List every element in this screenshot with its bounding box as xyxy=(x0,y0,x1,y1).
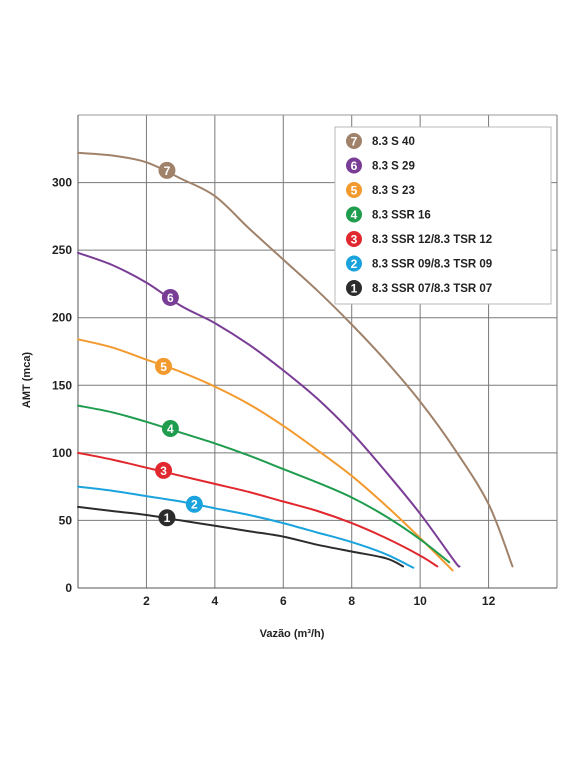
x-tick-label: 6 xyxy=(280,594,287,608)
marker-circle xyxy=(158,509,176,527)
legend-swatch-number: 1 xyxy=(351,282,358,296)
series-marker-3: 3 xyxy=(155,461,173,479)
x-tick-label: 12 xyxy=(482,594,496,608)
marker-circle xyxy=(155,461,173,479)
series-line-7 xyxy=(77,151,514,568)
legend-swatch-number: 2 xyxy=(351,257,358,271)
legend: 7 8.3 S 40 6 8.3 S 29 5 8.3 S 23 4 8.3 SSR 16 3 8… xyxy=(334,126,552,305)
marker-circle xyxy=(161,420,179,438)
series-line-2 xyxy=(77,485,415,569)
y-tick-label: 50 xyxy=(59,513,73,527)
legend-swatch-number: 7 xyxy=(351,135,358,149)
series-marker-1: 1 xyxy=(158,509,176,527)
legend-label: 8.3 S 29 xyxy=(372,161,415,173)
marker-label: 2 xyxy=(191,498,198,512)
marker-label: 3 xyxy=(160,464,167,478)
legend-swatch-number: 5 xyxy=(351,184,358,198)
series-marker-4: 4 xyxy=(161,420,179,438)
y-tick-label: 200 xyxy=(52,311,72,325)
x-tick-label: 2 xyxy=(143,594,150,608)
legend-swatch xyxy=(346,206,362,223)
marker-label: 7 xyxy=(164,164,171,178)
legend-swatch xyxy=(346,157,362,174)
marker-circle xyxy=(155,357,173,375)
series-marker-6: 6 xyxy=(161,288,179,306)
legend-entry-4: 4 8.3 SSR 16 xyxy=(346,206,431,223)
legend-swatch xyxy=(346,133,362,149)
legend-label: 8.3 S 23 xyxy=(372,185,415,197)
legend-swatch xyxy=(346,280,362,296)
legend-swatch-number: 3 xyxy=(351,233,358,247)
y-tick-label: 250 xyxy=(52,243,72,257)
x-tick-label: 4 xyxy=(212,594,219,608)
series-marker-2: 2 xyxy=(185,495,203,513)
y-axis-label: AMT (mca) xyxy=(21,352,33,409)
series-line-3 xyxy=(77,451,439,568)
legend-entry-3: 3 8.3 SSR 12/8.3 TSR 12 xyxy=(346,231,492,247)
marker-label: 5 xyxy=(160,360,167,374)
x-tick-label: 8 xyxy=(348,594,355,608)
y-tick-label: 0 xyxy=(65,581,72,595)
marker-label: 6 xyxy=(167,291,174,305)
series-line-5 xyxy=(77,338,454,572)
legend-swatch xyxy=(346,255,362,272)
legend-entry-7: 7 8.3 S 40 xyxy=(346,133,415,149)
legend-box xyxy=(334,126,552,305)
y-tick-label: 300 xyxy=(52,176,72,190)
marker-circle xyxy=(158,161,176,179)
series-marker-5: 5 xyxy=(155,357,173,375)
y-tick-label: 100 xyxy=(52,446,72,460)
legend-label: 8.3 S 40 xyxy=(372,136,415,148)
legend-swatch-number: 4 xyxy=(351,208,358,222)
legend-entry-5: 5 8.3 S 23 xyxy=(346,182,415,198)
series-markers: 7 6 5 4 3 2 1 xyxy=(155,161,203,527)
series-line-6 xyxy=(77,251,461,568)
legend-swatch-number: 6 xyxy=(351,159,358,173)
series-lines xyxy=(77,151,514,572)
legend-label: 8.3 SSR 07/8.3 TSR 07 xyxy=(372,283,492,295)
x-tick-label: 10 xyxy=(413,594,427,608)
series-line-4 xyxy=(77,404,451,564)
legend-label: 8.3 SSR 16 xyxy=(372,210,431,222)
marker-label: 4 xyxy=(167,422,174,436)
marker-circle xyxy=(161,288,179,306)
marker-label: 1 xyxy=(164,511,171,525)
legend-entry-6: 6 8.3 S 29 xyxy=(346,157,415,174)
legend-entry-2: 2 8.3 SSR 09/8.3 TSR 09 xyxy=(346,255,492,272)
legend-label: 8.3 SSR 12/8.3 TSR 12 xyxy=(372,234,492,246)
legend-swatch xyxy=(346,182,362,198)
series-line-1 xyxy=(77,505,404,568)
x-axis-label: Vazão (m³/h) xyxy=(260,628,325,640)
series-marker-7: 7 xyxy=(158,161,176,179)
marker-circle xyxy=(185,495,203,513)
legend-label: 8.3 SSR 09/8.3 TSR 09 xyxy=(372,259,492,271)
y-tick-label: 150 xyxy=(52,378,72,392)
legend-entry-1: 1 8.3 SSR 07/8.3 TSR 07 xyxy=(346,280,492,296)
legend-swatch xyxy=(346,231,362,247)
